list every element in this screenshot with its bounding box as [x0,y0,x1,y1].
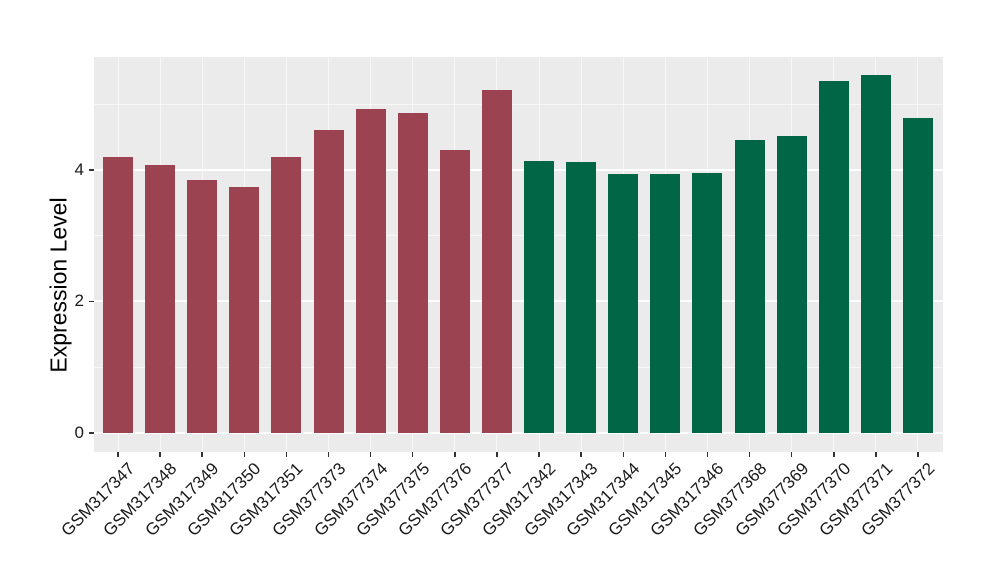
x-tick-mark [369,452,372,457]
y-tick-mark [89,300,94,303]
expression-bar [734,140,765,433]
expression-bar [524,161,555,433]
x-tick-mark [790,452,793,457]
gridline-major [94,300,943,303]
expression-bar [355,109,386,433]
x-tick-mark [117,452,119,457]
expression-bar [397,113,428,433]
y-tick-mark [89,432,94,434]
y-axis-title: Expression Level [45,197,72,373]
expression-bar [818,80,849,433]
expression-bar [229,186,260,433]
expression-bar [692,173,723,433]
expression-bar [650,173,681,433]
x-tick-mark [580,452,582,457]
plot-panel [94,57,943,452]
x-tick-mark [411,452,414,457]
x-tick-mark [748,452,751,457]
x-tick-mark [622,452,624,457]
gridline-minor [94,366,943,368]
expression-bar [608,173,639,433]
gridline-minor [94,235,943,237]
expression-bar [103,157,133,433]
expression-bar [860,75,891,433]
x-tick-mark [664,452,667,457]
x-tick-mark [538,452,540,457]
gridline-minor [94,103,943,105]
x-tick-mark [327,452,330,457]
y-axis-tick-label: 0 [74,423,84,442]
x-tick-mark [201,452,203,457]
x-tick-mark [833,452,835,457]
expression-bar [439,150,470,433]
x-tick-mark [917,452,919,457]
y-tick-mark [89,169,94,171]
x-tick-mark [706,452,709,457]
gridline-major [94,432,943,434]
x-tick-mark [285,452,288,457]
x-tick-mark [496,452,498,457]
expression-bar [481,90,512,433]
gridline-major [94,168,943,171]
x-tick-mark [454,452,456,457]
y-axis-tick-label: 2 [74,291,84,311]
expression-bar [313,130,344,433]
expression-bar [566,161,597,433]
expression-bar [145,165,176,433]
x-tick-mark [159,452,161,457]
expression-bar [271,157,302,433]
expression-bar [776,135,807,433]
x-tick-mark [875,452,877,457]
y-axis-tick-label: 4 [74,159,84,179]
expression-bar [902,117,933,433]
x-tick-mark [243,452,246,457]
expression-bar [187,180,218,433]
